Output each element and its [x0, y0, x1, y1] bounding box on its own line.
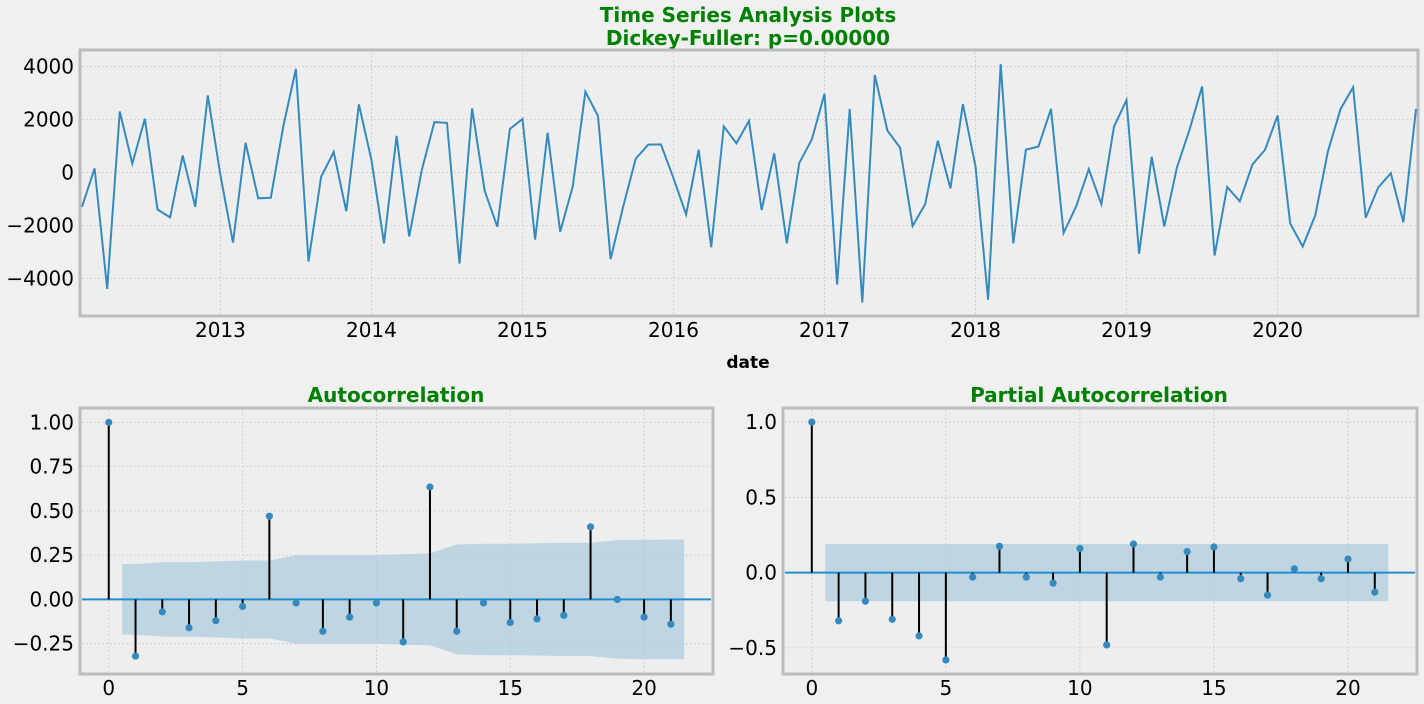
stem-marker	[131, 652, 140, 660]
stem-marker	[1344, 555, 1352, 563]
acf-chart: Autocorrelation 0 5 10 15 20 1.00 0.75 0.50 0.25…	[13, 383, 715, 700]
y-tick-label: 4000	[23, 55, 74, 79]
stem-marker	[808, 418, 816, 426]
stem-marker	[265, 512, 273, 520]
stem-marker	[1263, 591, 1272, 599]
y-tick-label: 2000	[23, 107, 74, 131]
y-tick-label: 0.25	[29, 543, 74, 567]
stem-marker	[1156, 573, 1164, 581]
y-tick-label: −4000	[6, 266, 74, 290]
stem-marker	[1183, 547, 1191, 556]
stem-marker	[372, 599, 381, 607]
acf-marks	[82, 418, 711, 660]
acf-title: Autocorrelation	[308, 383, 485, 407]
stem-marker	[667, 620, 675, 628]
pacf-marks	[785, 418, 1415, 664]
stem-marker	[506, 618, 514, 627]
stem-marker	[1076, 544, 1084, 553]
tick-labels: 2013 2014 2015 2016 2017 2018 2019 2020 4000 2000…	[6, 55, 1303, 342]
x-tick-label: 2020	[1252, 318, 1303, 342]
x-tick-label: 0	[102, 676, 115, 700]
chart-title: Time Series Analysis Plots	[600, 3, 896, 27]
x-tick-label: 2019	[1101, 318, 1152, 342]
series-line	[81, 64, 1417, 303]
x-tick-label: 2013	[195, 318, 246, 342]
x-tick-label: 2015	[497, 318, 548, 342]
x-tick-label: 2017	[799, 318, 850, 342]
x-tick-label: 2014	[346, 318, 397, 342]
y-tick-label: −0.5	[728, 636, 777, 660]
stem-marker	[292, 599, 300, 607]
y-tick-label: 0.50	[29, 499, 74, 523]
y-tick-label: 0.5	[745, 485, 777, 509]
stem-marker	[185, 624, 193, 632]
y-tick-label: 1.0	[745, 410, 777, 434]
stem-marker	[399, 638, 407, 646]
stem-marker	[1049, 579, 1057, 587]
stem-marker	[1317, 575, 1325, 583]
stem-marker	[1022, 573, 1030, 581]
stem-marker	[1290, 565, 1298, 573]
stem-marker	[346, 613, 354, 621]
x-tick-label: 20	[1335, 676, 1360, 700]
stem-marker	[995, 542, 1004, 550]
y-tick-label: −0.25	[13, 632, 74, 656]
stem-marker	[861, 597, 870, 605]
stem-marker	[1129, 540, 1138, 548]
stem-marker	[613, 595, 621, 604]
x-tick-label: 10	[364, 676, 389, 700]
y-tick-label: 1.00	[29, 410, 74, 434]
stem-marker	[479, 599, 488, 607]
x-tick-label: 20	[631, 676, 656, 700]
acf-tick-labels: 0 5 10 15 20 1.00 0.75 0.50 0.25 0.00 −0.25	[13, 410, 657, 700]
x-tick-label: 2018	[950, 318, 1001, 342]
stem-marker	[319, 627, 327, 635]
stem-marker	[888, 615, 896, 623]
stem-marker	[533, 615, 541, 623]
pacf-chart: Partial Autocorrelation 0 5 10 15 20 1.0 0.5 0.…	[728, 383, 1419, 700]
y-tick-label: 0.00	[29, 587, 74, 611]
y-tick-label: 0.75	[29, 455, 74, 479]
stem-marker	[453, 627, 461, 635]
stem-marker	[942, 656, 950, 664]
stem-marker	[1210, 543, 1218, 551]
x-tick-label: 2016	[648, 318, 699, 342]
x-axis-label: date	[726, 353, 769, 373]
x-tick-label: 5	[236, 676, 249, 700]
stem-marker	[1237, 575, 1245, 583]
pacf-tick-labels: 0 5 10 15 20 1.0 0.5 0.0 −0.5	[728, 410, 1360, 700]
y-tick-label: −2000	[6, 213, 74, 237]
stem-marker	[586, 523, 595, 531]
stem-marker	[1103, 641, 1111, 649]
stem-marker	[238, 602, 247, 611]
stem-marker	[426, 483, 434, 491]
x-tick-label: 0	[805, 676, 818, 700]
pacf-plot-area	[781, 406, 1419, 676]
stem-marker	[158, 608, 166, 616]
stem-marker	[915, 632, 923, 640]
stem-marker	[560, 611, 568, 619]
x-tick-label: 15	[498, 676, 523, 700]
pacf-title: Partial Autocorrelation	[970, 383, 1228, 407]
x-tick-label: 10	[1067, 676, 1092, 700]
chart-subtitle: Dickey-Fuller: p=0.00000	[606, 26, 890, 50]
time-series-chart: Time Series Analysis Plots Dickey-Fuller…	[6, 3, 1420, 373]
stem-marker	[640, 613, 648, 621]
stem-marker	[835, 617, 843, 625]
stem-marker	[969, 573, 977, 581]
y-tick-label: 0	[61, 160, 74, 184]
x-tick-label: 5	[939, 676, 952, 700]
x-tick-label: 15	[1201, 676, 1226, 700]
plot-area	[78, 48, 1420, 318]
stem-marker	[1371, 588, 1379, 596]
y-tick-label: 0.0	[745, 561, 777, 585]
stem-marker	[212, 617, 220, 625]
stem-marker	[105, 418, 113, 426]
